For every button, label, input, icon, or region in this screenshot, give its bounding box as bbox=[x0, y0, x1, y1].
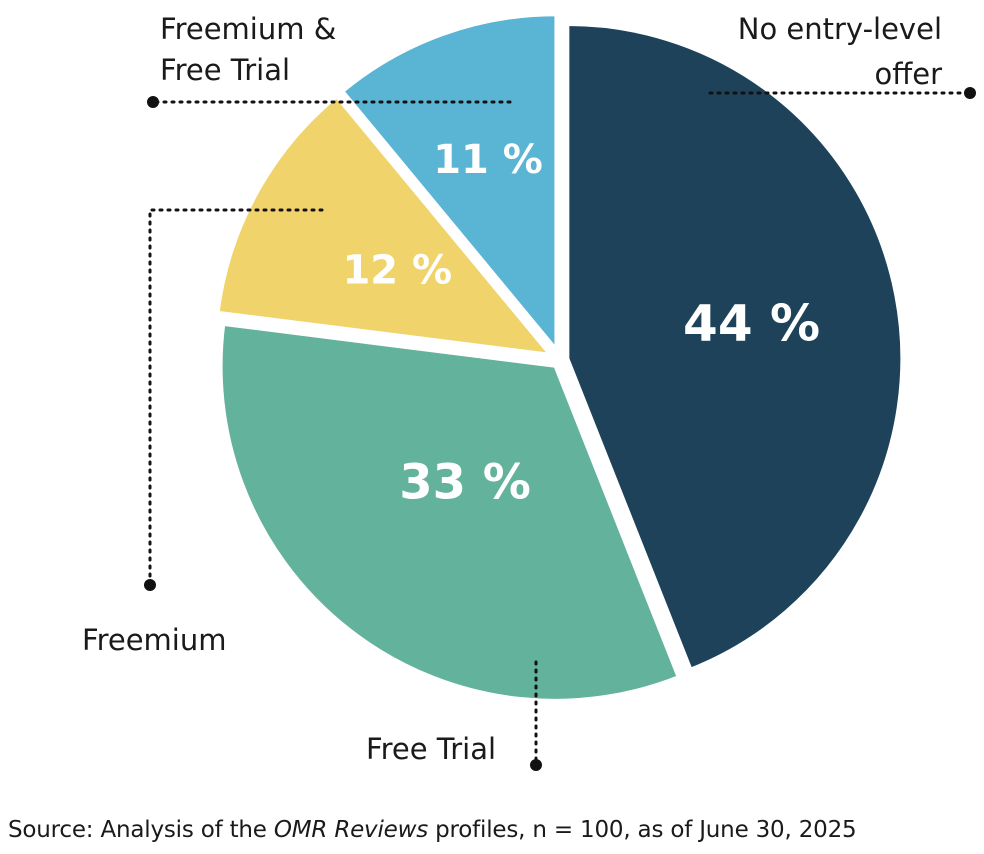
pie-value-label-1: 44 % bbox=[683, 294, 820, 352]
pie-value-label-3: 12 % bbox=[342, 248, 452, 294]
category-label-2-line-1: Free Trial bbox=[366, 732, 496, 766]
leader-line-3 bbox=[148, 208, 324, 587]
category-label-1-line-2: offer bbox=[875, 57, 943, 91]
source-emphasis: OMR Reviews bbox=[273, 817, 428, 843]
pie-category-labels: No entry-level offer Free Trial Freemium Fre… bbox=[82, 12, 942, 766]
pie-leader-lines bbox=[144, 87, 976, 771]
pie-value-label-2: 33 % bbox=[399, 454, 531, 510]
source-prefix: Source: Analysis of the bbox=[8, 817, 274, 843]
pie-value-labels: 44 % 33 % 12 % 11 % bbox=[342, 137, 820, 510]
pie-slice-1 bbox=[566, 22, 904, 671]
pie-slice-2 bbox=[219, 322, 680, 702]
source-note: Source: Analysis of the OMR Reviews prof… bbox=[8, 817, 857, 843]
pie-slice-4 bbox=[340, 13, 558, 353]
leader-dot-4 bbox=[147, 96, 159, 108]
pie-slices bbox=[216, 13, 904, 702]
leader-dot-3 bbox=[144, 579, 156, 591]
leader-dot-2 bbox=[530, 759, 542, 771]
leader-dot-1 bbox=[964, 87, 976, 99]
category-label-4-line-2: Free Trial bbox=[160, 53, 290, 87]
pie-value-label-4: 11 % bbox=[433, 137, 543, 183]
category-label-4-line-1: Freemium & bbox=[160, 12, 336, 46]
source-suffix: profiles, n = 100, as of June 30, 2025 bbox=[428, 817, 857, 843]
category-label-1-line-1: No entry-level bbox=[738, 12, 942, 46]
pie-slice-3 bbox=[216, 94, 554, 357]
category-label-3-line-1: Freemium bbox=[82, 623, 226, 657]
